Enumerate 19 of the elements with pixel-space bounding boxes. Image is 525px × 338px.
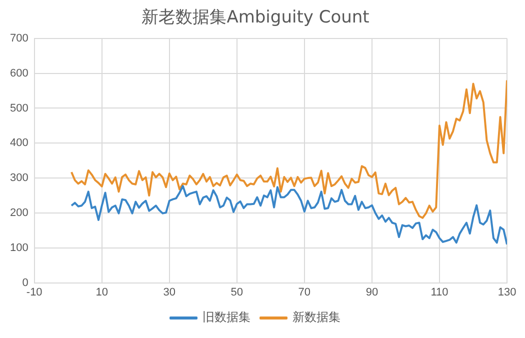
legend-label: 新数据集 [292, 310, 340, 324]
chart-title: 新老数据集Ambiguity Count [142, 8, 370, 28]
y-tick-label: 400 [10, 137, 28, 150]
legend-label: 旧数据集 [202, 310, 250, 324]
x-tick-label: 10 [96, 286, 108, 298]
x-tick-label: 110 [430, 286, 448, 298]
y-tick-label: 300 [10, 172, 28, 184]
y-tick-label: 600 [10, 67, 28, 80]
x-tick-label: 50 [230, 286, 244, 298]
y-tick-label: 100 [10, 242, 28, 254]
y-tick-label: 700 [10, 32, 28, 44]
y-tick-label: 500 [10, 102, 28, 114]
x-tick-label: 70 [298, 286, 311, 298]
y-tick-label: 0 [22, 276, 28, 289]
x-tick-label: 30 [163, 286, 176, 298]
x-tick-label: 130 [498, 286, 516, 298]
x-tick-label: -10 [26, 286, 42, 298]
x-tick-label: 90 [366, 286, 378, 298]
y-tick-label: 200 [10, 207, 28, 220]
